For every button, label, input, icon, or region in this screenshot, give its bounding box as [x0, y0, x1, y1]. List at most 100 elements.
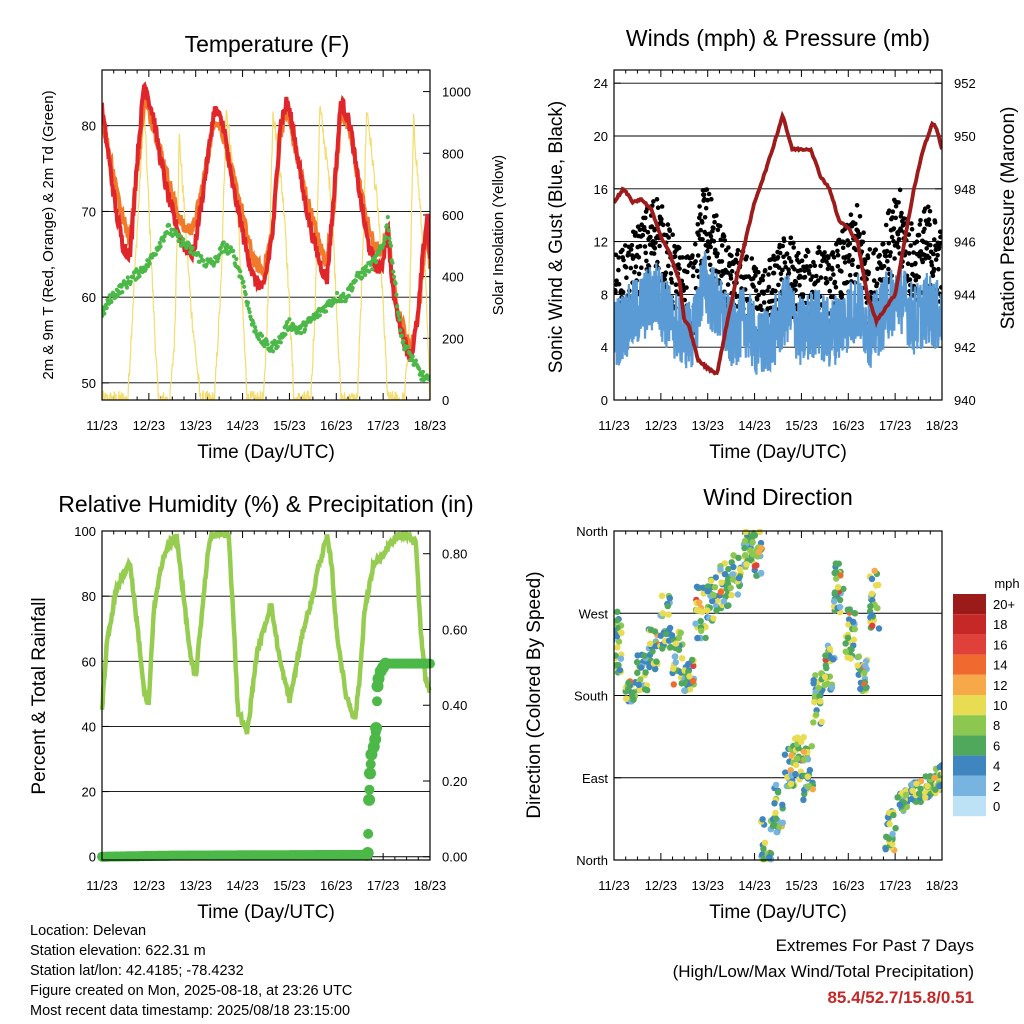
direction-point	[811, 698, 818, 706]
dewpoint-point	[167, 223, 172, 228]
direction-point	[924, 782, 931, 790]
direction-point	[742, 528, 750, 536]
direction-point	[816, 692, 823, 700]
dewpoint-point	[303, 323, 308, 328]
precip-point	[379, 657, 392, 670]
legend-swatch	[953, 634, 986, 655]
y2-tick-label: 940	[954, 393, 976, 408]
gust-point	[771, 253, 776, 259]
precip-point	[365, 759, 376, 770]
direction-point	[760, 845, 767, 852]
dewpoint-point	[104, 305, 109, 311]
direction-point	[637, 664, 645, 671]
x-tick-label: 11/23	[598, 418, 630, 433]
direction-point	[690, 662, 697, 669]
gust-point	[873, 247, 878, 252]
gust-point	[898, 228, 904, 233]
direction-point	[741, 537, 749, 545]
dewpoint-point	[346, 293, 351, 298]
gust-point	[729, 268, 735, 274]
gust-point	[933, 257, 939, 262]
direction-point	[729, 576, 737, 583]
direction-point	[736, 566, 744, 573]
gust-point	[803, 253, 808, 259]
direction-point	[697, 617, 704, 625]
dewpoint-point	[287, 317, 292, 322]
dewpoint-point	[188, 250, 193, 255]
gust-point	[637, 243, 643, 249]
direction-point	[742, 552, 749, 559]
dewpoint-point	[395, 304, 400, 309]
direction-point	[625, 685, 632, 693]
legend-title: mph	[994, 576, 1019, 591]
direction-point	[751, 563, 759, 570]
gust-point	[905, 261, 911, 267]
gust-point	[891, 238, 896, 244]
gust-point	[684, 285, 689, 290]
gust-point	[707, 262, 713, 268]
gust-point	[696, 232, 701, 238]
direction-point	[636, 686, 644, 694]
gust-point	[936, 266, 941, 272]
gust-point	[693, 259, 698, 264]
x-tick-label: 16/23	[832, 878, 865, 893]
direction-point	[913, 780, 920, 787]
dewpoint-point	[270, 349, 276, 354]
rh-series	[99, 531, 432, 735]
gust-point	[768, 305, 773, 311]
gust-point	[826, 262, 831, 268]
gust-point	[935, 252, 940, 258]
chart-title: Relative Humidity (%) & Precipitation (i…	[58, 491, 473, 517]
station-info: Location: Delevan Station elevation: 622…	[30, 921, 352, 1021]
direction-point	[725, 565, 732, 573]
dewpoint-point	[212, 260, 217, 266]
gust-point	[922, 226, 927, 232]
gust-point	[673, 282, 679, 288]
gust-point	[857, 232, 862, 237]
gust-point	[930, 273, 936, 279]
direction-point	[886, 820, 893, 828]
direction-point	[710, 615, 717, 622]
gust-point	[721, 234, 727, 239]
x-axis-label: Time (Day/UTC)	[709, 442, 847, 463]
y-tick-label: 0	[89, 850, 96, 865]
direction-point	[686, 673, 693, 680]
gust-point	[773, 288, 778, 294]
gust-point	[705, 248, 710, 254]
gust-point	[713, 247, 718, 253]
gust-point	[645, 229, 651, 235]
gust-point	[911, 250, 916, 255]
direction-point	[824, 680, 831, 688]
panel-3: 11/23 12/23 13/23 14/23 15/23 16/23 17/23 18/23…	[29, 491, 474, 923]
direction-point	[617, 655, 625, 662]
gust-point	[718, 237, 724, 243]
gust-point	[826, 255, 831, 261]
gust-point	[630, 256, 636, 261]
dewpoint-point	[392, 274, 397, 279]
plot-area	[102, 81, 430, 400]
direction-point	[699, 608, 706, 616]
x-tick-label: 12/23	[645, 418, 678, 433]
legend-swatch	[953, 614, 986, 635]
dewpoint-point	[245, 300, 251, 305]
gust-point	[841, 240, 847, 245]
gust-point	[835, 264, 841, 269]
gust-point	[926, 255, 932, 261]
direction-point	[822, 652, 829, 659]
dewpoint-point	[275, 344, 280, 349]
gust-point	[808, 263, 813, 269]
gust-point	[862, 259, 868, 264]
gust-point	[847, 241, 853, 246]
y-tick-label: 100	[74, 524, 96, 539]
direction-point	[917, 785, 924, 792]
direction-point	[871, 567, 878, 574]
direction-point	[711, 584, 719, 591]
gust-point	[908, 243, 913, 248]
dewpoint-point	[383, 234, 388, 239]
gust-point	[798, 267, 803, 273]
gust-point	[651, 199, 656, 204]
direction-point	[902, 791, 910, 799]
direction-point	[821, 673, 829, 681]
extremes-box: Extremes For Past 7 Days (High/Low/Max W…	[673, 933, 974, 1011]
gust-point	[672, 243, 677, 249]
